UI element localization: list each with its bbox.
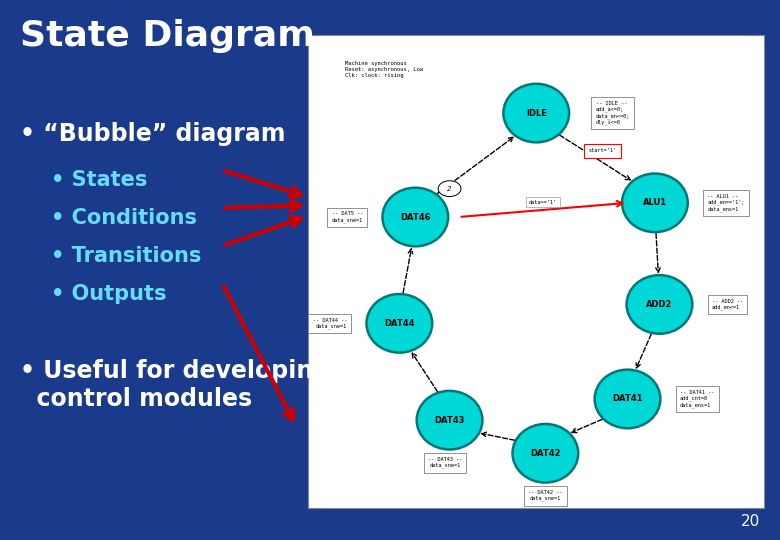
Ellipse shape <box>512 424 578 483</box>
Text: • Conditions: • Conditions <box>51 208 197 228</box>
FancyBboxPatch shape <box>308 35 764 508</box>
Text: 20: 20 <box>741 514 760 529</box>
Text: ADD2: ADD2 <box>647 300 672 309</box>
Text: -- DAT5 --
data_sne=1: -- DAT5 -- data_sne=1 <box>332 211 363 222</box>
Text: -- DAT42 --
data_sne=1: -- DAT42 -- data_sne=1 <box>528 490 562 502</box>
Circle shape <box>438 181 461 197</box>
Text: DAT44: DAT44 <box>384 319 415 328</box>
Text: DAT46: DAT46 <box>400 213 431 221</box>
Ellipse shape <box>382 188 448 246</box>
Text: • Transitions: • Transitions <box>51 246 201 266</box>
Text: -- IDLE --
add_a<=0;
data_en<=0;
dly_i<=0: -- IDLE -- add_a<=0; data_en<=0; dly_i<=… <box>596 101 630 125</box>
Ellipse shape <box>622 173 688 232</box>
Text: -- ALU1 --
add_en=='1';
data_ens=1: -- ALU1 -- add_en=='1'; data_ens=1 <box>707 194 745 212</box>
Ellipse shape <box>417 391 482 449</box>
Ellipse shape <box>367 294 432 353</box>
Text: • “Bubble” diagram: • “Bubble” diagram <box>20 122 285 145</box>
Text: start='1': start='1' <box>588 148 616 153</box>
Text: 2: 2 <box>447 186 452 192</box>
Text: data=='1': data=='1' <box>529 199 557 205</box>
Text: • States: • States <box>51 170 147 190</box>
Text: -- DAT41 --
add_cnt=0
data_ens=1: -- DAT41 -- add_cnt=0 data_ens=1 <box>680 390 714 408</box>
Text: State Diagram: State Diagram <box>20 19 314 53</box>
Text: ALU1: ALU1 <box>643 198 667 207</box>
Text: IDLE: IDLE <box>526 109 547 118</box>
Text: -- ADD2 --
add_en<=1: -- ADD2 -- add_en<=1 <box>712 299 743 310</box>
Text: • Outputs: • Outputs <box>51 284 166 303</box>
Ellipse shape <box>626 275 693 334</box>
Text: DAT42: DAT42 <box>530 449 561 458</box>
Ellipse shape <box>503 84 569 143</box>
Text: • Useful for developing
  control modules: • Useful for developing control modules <box>20 359 330 411</box>
Text: -- DAT43 --
data_sne=1: -- DAT43 -- data_sne=1 <box>427 457 463 468</box>
Text: -- DAT44 --
data_sne=1: -- DAT44 -- data_sne=1 <box>313 318 347 329</box>
Ellipse shape <box>594 370 661 428</box>
Text: DAT43: DAT43 <box>434 416 465 424</box>
Text: Machine synchronous
Reset: asynchronous, Low
Clk: clock: rising: Machine synchronous Reset: asynchronous,… <box>345 61 423 78</box>
Text: DAT41: DAT41 <box>612 394 643 403</box>
